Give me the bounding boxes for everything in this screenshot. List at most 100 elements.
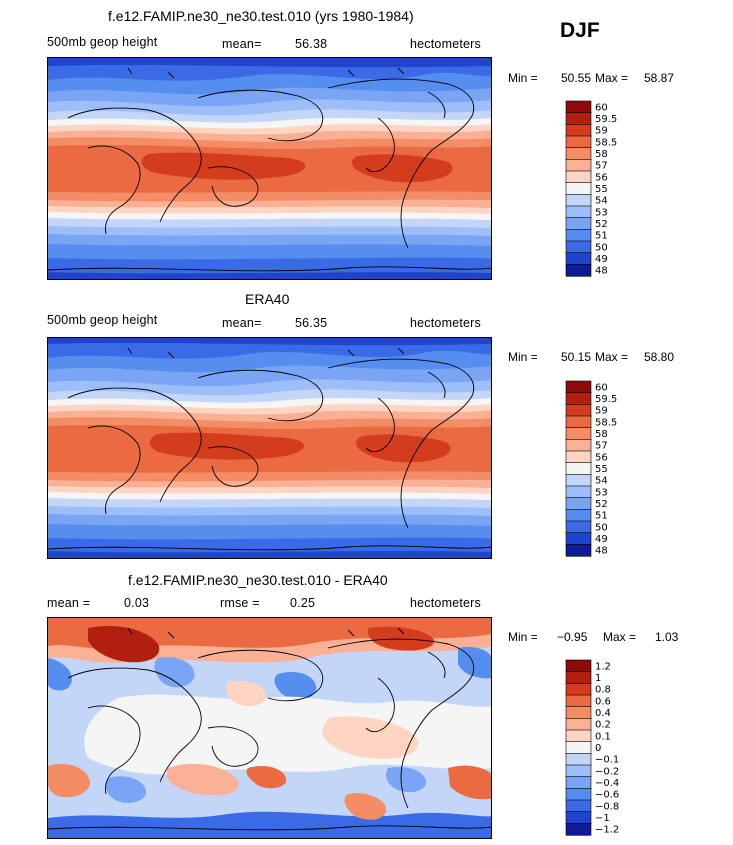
legend-tick-label: −0.2 xyxy=(595,766,619,777)
legend-tick-label: −0.6 xyxy=(595,790,619,801)
legend-swatch xyxy=(565,264,592,277)
legend-tick-label: 58 xyxy=(595,429,608,440)
legend-tick-label: −0.4 xyxy=(595,778,619,789)
legend-swatch xyxy=(565,532,592,545)
legend-swatch xyxy=(565,823,592,836)
legend-swatch xyxy=(565,671,592,684)
min-label: Min = xyxy=(508,71,538,85)
legend-swatch xyxy=(565,112,592,125)
legend-tick-label: 48 xyxy=(595,266,608,277)
legend-swatch xyxy=(565,194,592,207)
legend-swatch xyxy=(565,788,592,801)
contour-map xyxy=(47,617,492,839)
panel-title: f.e12.FAMIP.ne30_ne30.test.010 - ERA40 xyxy=(128,572,388,588)
legend-swatch xyxy=(565,159,592,172)
units-label: hectometers xyxy=(410,316,481,330)
legend-tick-label: 58.5 xyxy=(595,417,617,428)
legend-swatch xyxy=(565,147,592,160)
legend-tick-label: 52 xyxy=(595,499,608,510)
legend-tick-label: 48 xyxy=(595,546,608,557)
contour-map xyxy=(47,57,492,280)
legend-swatch xyxy=(565,718,592,731)
legend-swatch xyxy=(565,170,592,184)
units-label: hectometers xyxy=(410,596,481,610)
legend-swatch xyxy=(565,217,592,230)
legend-swatch xyxy=(565,229,592,242)
legend-tick-label: 59 xyxy=(595,126,608,137)
legend-tick-label: 0 xyxy=(595,743,601,754)
variable-label: 500mb geop height xyxy=(47,313,158,327)
legend-tick-label: 53 xyxy=(595,487,608,498)
min-value: −0.95 xyxy=(557,630,588,644)
legend-swatch xyxy=(565,392,592,405)
legend-swatch xyxy=(565,683,592,696)
legend-swatch xyxy=(565,439,592,452)
legend-tick-label: 55 xyxy=(595,184,608,195)
mean-label: mean = xyxy=(47,596,91,610)
legend-tick-label: 58 xyxy=(595,149,608,160)
legend-tick-label: −0.8 xyxy=(595,801,619,812)
legend-tick-label: −0.1 xyxy=(595,755,619,766)
legend-tick-label: −1 xyxy=(595,813,610,824)
contour-map xyxy=(47,337,492,559)
legend-swatch xyxy=(565,544,592,557)
color-legend: 60 59.5 59 58.5 58 57 56 55 54 53 52 51 50 49 48 xyxy=(565,100,624,277)
legend-tick-label: 56 xyxy=(595,452,608,463)
max-label: Max = xyxy=(595,350,629,364)
legend-swatch xyxy=(565,764,592,778)
legend-tick-label: 50 xyxy=(595,522,608,533)
min-label: Min = xyxy=(508,630,538,644)
legend-tick-label: 60 xyxy=(595,382,608,393)
legend-tick-label: 51 xyxy=(595,511,608,522)
legend-swatch xyxy=(565,100,592,114)
legend-swatch xyxy=(565,427,592,440)
legend-swatch xyxy=(565,659,592,673)
legend-tick-label: 0.1 xyxy=(595,731,611,742)
legend-tick-label: 54 xyxy=(595,476,608,487)
min-label: Min = xyxy=(508,350,538,364)
legend-tick-label: 0.2 xyxy=(595,720,611,731)
panel-title: ERA40 xyxy=(245,291,290,307)
legend-tick-label: 51 xyxy=(595,231,608,242)
color-legend: 1.2 1 0.8 0.6 0.4 0.2 0.1 0 −0.1 −0.2 −0.4 −0.6 −0.8… xyxy=(565,659,624,836)
max-value: 58.80 xyxy=(644,350,675,364)
color-legend: 60 59.5 59 58.5 58 57 56 55 54 53 52 51 50 49 48 xyxy=(565,380,624,557)
mean-label: mean= xyxy=(222,37,262,51)
legend-tick-label: 56 xyxy=(595,172,608,183)
rmse-value: 0.25 xyxy=(290,596,316,610)
legend-tick-label: 0.6 xyxy=(595,696,611,707)
legend-tick-label: −1.2 xyxy=(595,825,619,836)
legend-tick-label: 49 xyxy=(595,254,608,265)
season-label: DJF xyxy=(560,19,600,42)
legend-swatch xyxy=(565,753,592,766)
legend-swatch xyxy=(565,252,592,265)
legend-tick-label: 59.5 xyxy=(595,394,617,405)
mean-label: mean= xyxy=(222,316,262,330)
legend-swatch xyxy=(565,240,592,254)
legend-tick-label: 57 xyxy=(595,161,608,172)
legend-swatch xyxy=(565,415,592,429)
legend-svg: 1.210.80.60.40.20.10−0.1−0.2−0.4−0.6−0.8… xyxy=(565,659,619,836)
panel-title: f.e12.FAMIP.ne30_ne30.test.010 (yrs 1980… xyxy=(108,8,414,24)
legend-tick-label: 59 xyxy=(595,406,608,417)
legend-tick-label: 1 xyxy=(595,673,601,684)
min-value: 50.55 xyxy=(561,71,592,85)
variable-label: 500mb geop height xyxy=(47,35,158,49)
legend-tick-label: 58.5 xyxy=(595,137,617,148)
legend-swatch xyxy=(565,706,592,719)
legend-tick-label: 50 xyxy=(595,242,608,253)
legend-swatch xyxy=(565,776,592,789)
mean-value: 56.38 xyxy=(295,37,328,51)
legend-swatch xyxy=(565,205,592,219)
legend-swatch xyxy=(565,135,592,149)
legend-swatch xyxy=(565,509,592,522)
legend-swatch xyxy=(565,520,592,534)
legend-tick-label: 1.2 xyxy=(595,661,611,672)
legend-swatch xyxy=(565,474,592,487)
max-label: Max = xyxy=(603,630,637,644)
legend-tick-label: 55 xyxy=(595,464,608,475)
legend-tick-label: 54 xyxy=(595,196,608,207)
min-value: 50.15 xyxy=(561,350,592,364)
legend-swatch xyxy=(565,799,592,813)
